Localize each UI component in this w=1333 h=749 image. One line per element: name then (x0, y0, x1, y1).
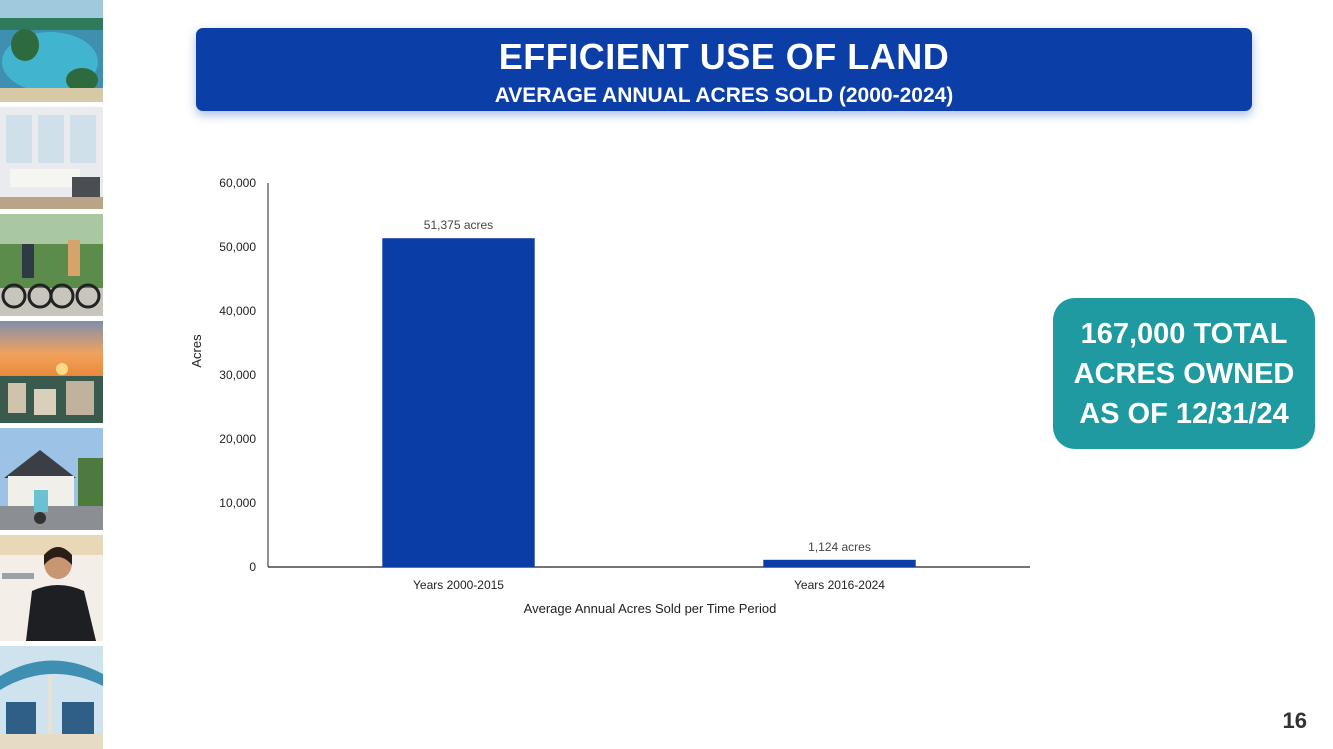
bar-data-label: 51,375 acres (424, 218, 493, 232)
x-tick-label: Years 2000-2015 (413, 578, 504, 592)
y-tick-label: 20,000 (219, 432, 256, 446)
x-tick-label: Years 2016-2024 (794, 578, 885, 592)
bike-riders-photo (0, 214, 103, 316)
page-number: 16 (1282, 708, 1307, 733)
page-subtitle: AVERAGE ANNUAL ACRES SOLD (2000-2024) (494, 84, 954, 107)
callout-line-1: 167,000 TOTAL (1080, 317, 1288, 350)
bar (382, 238, 535, 567)
y-tick-label: 30,000 (219, 368, 256, 382)
total-acres-callout: 167,000 TOTAL ACRES OWNED AS OF 12/31/24 (1053, 298, 1315, 449)
house-scooter-photo (0, 428, 103, 530)
resort-pool-photo (0, 0, 103, 102)
bar-data-label: 1,124 acres (808, 540, 871, 554)
page-title: EFFICIENT USE OF LAND (498, 36, 950, 77)
callout-line-2: ACRES OWNED (1073, 357, 1295, 390)
bar-chart: 0 10,000 20,000 30,000 40,000 50,000 60,000 51… (189, 176, 1030, 616)
photo-strip (0, 0, 103, 749)
title-banner: EFFICIENT USE OF LAND AVERAGE ANNUAL ACR… (196, 28, 1252, 111)
callout-line-3: AS OF 12/31/24 (1079, 397, 1289, 430)
living-room-photo (0, 107, 103, 209)
beach-chairs-photo (0, 646, 103, 749)
server-woman-photo (0, 535, 103, 641)
y-tick-label: 40,000 (219, 304, 256, 318)
sunset-town-photo (0, 321, 103, 423)
y-tick-label: 50,000 (219, 240, 256, 254)
x-axis-label: Average Annual Acres Sold per Time Perio… (524, 601, 777, 616)
bar (763, 559, 916, 567)
y-tick-label: 0 (249, 560, 256, 574)
y-tick-label: 10,000 (219, 496, 256, 510)
y-axis-label: Acres (189, 334, 204, 368)
y-tick-label: 60,000 (219, 176, 256, 190)
